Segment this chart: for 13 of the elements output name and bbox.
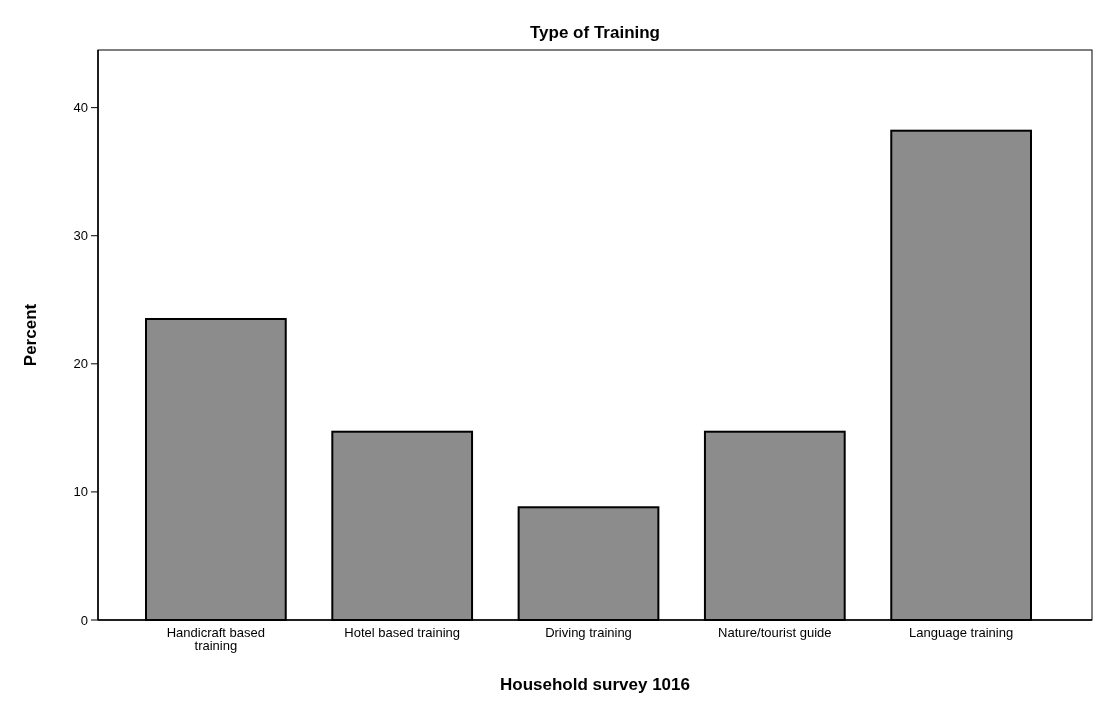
y-tick-label: 20	[73, 356, 88, 372]
x-tick-label: Nature/tourist guide	[718, 625, 832, 640]
y-tick-label: 30	[73, 228, 88, 244]
y-axis-title: Percent	[21, 303, 40, 367]
x-tick-label: Handicraft based training	[166, 625, 266, 653]
x-tick-label: Language training	[909, 625, 1014, 640]
y-tick-label: 40	[73, 100, 88, 116]
y-tick-label: 10	[73, 484, 88, 500]
x-axis-title: Household survey 1016	[500, 675, 690, 694]
chart-title: Type of Training	[529, 23, 661, 42]
x-tick-label: Driving training	[545, 625, 632, 640]
x-tick-label: Hotel based training	[344, 625, 460, 640]
y-tick-label: 0	[80, 612, 88, 628]
